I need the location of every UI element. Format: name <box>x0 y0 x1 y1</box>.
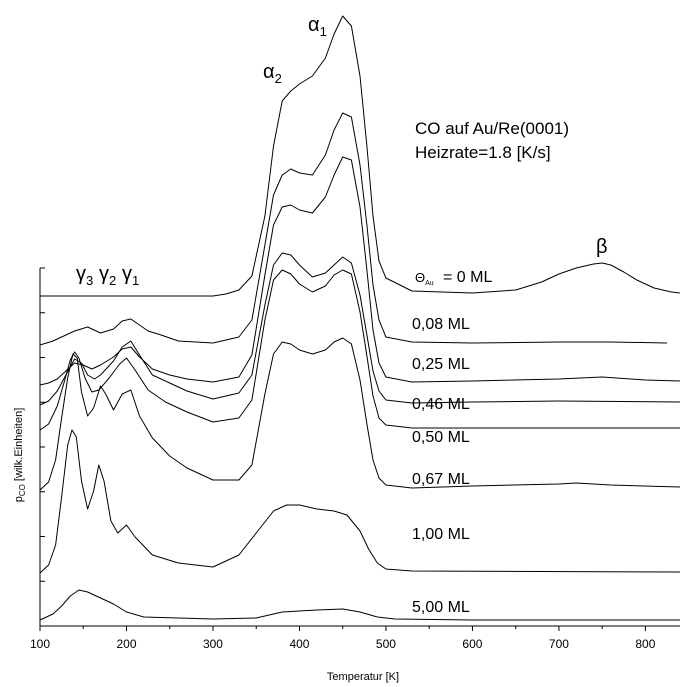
tpd-curves <box>39 15 680 621</box>
coverage-label: 1,00 ML <box>412 526 470 543</box>
system-label: CO auf Au/Re(0001) <box>415 119 569 138</box>
coverage-label: 5,00 ML <box>412 599 470 616</box>
x-tick-label: 800 <box>635 637 655 651</box>
x-tick-label: 600 <box>462 637 482 651</box>
x-tick-label: 500 <box>376 637 396 651</box>
heating-rate-label: Heizrate=1.8 [K/s] <box>415 143 551 162</box>
peak-alpha2: α2 <box>263 61 282 86</box>
y-ticks <box>40 267 45 627</box>
coverage-label: 0,46 ML <box>412 396 470 413</box>
x-axis-label: Temperatur [K] <box>327 671 399 683</box>
tpd-curve <box>39 156 680 386</box>
coverage-label: 0,08 ML <box>412 316 470 333</box>
alpha2-symbol: α <box>263 61 275 83</box>
gamma2-sub: 2 <box>109 273 116 288</box>
coverage-label: = 0 ML <box>443 269 492 286</box>
coverage-label: 0,50 ML <box>412 429 470 446</box>
y-axis-label-sub: CO <box>18 484 27 496</box>
x-tick-label: 400 <box>289 637 309 651</box>
x-ticks: 100 200 300 400 500 600 700 800 <box>30 626 656 651</box>
peak-alpha1: α1 <box>308 14 327 39</box>
x-tick-label: 300 <box>203 637 223 651</box>
axes <box>39 268 680 627</box>
theta-symbol: Θ <box>415 270 425 285</box>
tpd-curve <box>39 252 680 406</box>
tpd-curve <box>40 15 680 297</box>
gamma3-symbol: γ <box>76 263 86 285</box>
series-labels: = 0 ML 0,08 ML 0,25 ML 0,46 ML 0,50 ML 0,67 M… <box>412 269 492 616</box>
gamma1-sub: 1 <box>132 273 139 288</box>
coverage-label: 0,67 ML <box>412 471 470 488</box>
y-axis-label: pCO [wilk.Einheiten] <box>13 408 27 503</box>
coverage-label: 0,25 ML <box>412 356 470 373</box>
tpd-curve <box>39 337 680 491</box>
tpd-curve <box>39 429 680 574</box>
peak-beta: β <box>596 236 608 258</box>
x-tick-label: 200 <box>116 637 136 651</box>
tpd-curve <box>39 589 680 621</box>
alpha1-sub: 1 <box>320 24 327 39</box>
gamma3-sub: 3 <box>86 273 93 288</box>
y-axis-label-symbol: p <box>13 496 25 502</box>
theta-sub: Au <box>425 280 434 287</box>
gamma2-symbol: γ <box>99 263 109 285</box>
peak-gamma2: γ2 <box>99 263 116 288</box>
alpha2-sub: 2 <box>275 71 282 86</box>
gamma1-symbol: γ <box>122 263 132 285</box>
x-tick-label: 100 <box>30 637 50 651</box>
alpha1-symbol: α <box>308 14 320 36</box>
tpd-curve <box>39 112 668 346</box>
theta-label: ΘAu <box>415 270 434 287</box>
x-tick-label: 700 <box>549 637 569 651</box>
tpd-curve <box>39 269 680 431</box>
y-axis-label-unit: [wilk.Einheiten] <box>13 408 25 484</box>
peak-gamma1: γ1 <box>122 263 139 288</box>
peak-gamma3: γ3 <box>76 263 93 288</box>
